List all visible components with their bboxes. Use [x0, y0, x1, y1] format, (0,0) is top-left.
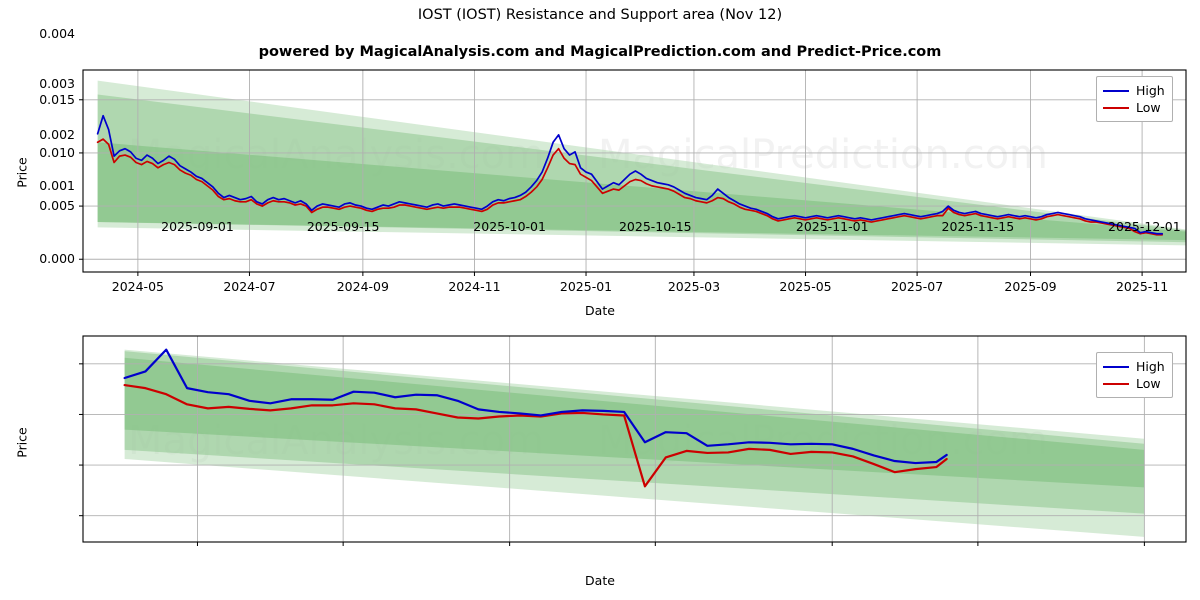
top-x-axis-title: Date	[585, 303, 615, 318]
bottom-y-tick-label: 0.004	[39, 25, 75, 41]
bottom-x-tick-label: 2025-12-01	[1108, 219, 1181, 234]
top-y-tick-label: 0.015	[39, 91, 75, 107]
top-y-tick-label: 0.010	[39, 144, 75, 160]
bottom-y-tick-label: 0.002	[39, 127, 75, 143]
top-x-tick-label: 2024-09	[336, 279, 389, 294]
bottom-x-axis-title: Date	[585, 573, 615, 588]
top-y-tick-label: 0.005	[39, 198, 75, 214]
legend-label: Low	[1136, 376, 1161, 391]
legend-line-swatch-high	[1103, 89, 1129, 92]
bottom-y-tick-label: 0.001	[39, 177, 75, 193]
top-legend-item-low[interactable]: Low	[1103, 99, 1165, 116]
top-x-tick-label: 2025-01	[559, 279, 613, 294]
legend-label: High	[1136, 359, 1165, 374]
top-x-tick-label: 2024-05	[111, 279, 164, 294]
legend-label: High	[1136, 83, 1165, 98]
top-x-tick-label: 2025-03	[667, 279, 721, 294]
top-y-tick-label: 0.000	[39, 251, 75, 267]
bottom-x-tick-label: 2025-09-01	[161, 219, 234, 234]
bottom-y-axis-title: Price	[14, 427, 30, 458]
top-x-tick-label: 2025-11	[1115, 279, 1169, 294]
bottom-chart-legend[interactable]: High Low	[1096, 352, 1173, 398]
bottom-x-tick-label: 2025-09-15	[306, 219, 380, 234]
chart-panel-bottom: MagicalAnalysis.comMagicalPrediction.com…	[0, 26, 1200, 600]
top-x-tick-label: 2025-05	[779, 279, 832, 294]
chart-panel-top: MagicalAnalysis.comMagicalPrediction.com…	[15, 69, 1187, 318]
bottom-y-tick-label: 0.003	[39, 76, 75, 92]
legend-line-swatch-low	[1103, 106, 1129, 109]
top-chart-legend[interactable]: High Low	[1096, 76, 1173, 122]
bottom-x-tick-label: 2025-10-15	[618, 219, 692, 234]
top-x-tick-label: 2025-07	[890, 279, 944, 294]
top-chart-canvas: MagicalAnalysis.comMagicalPrediction.com…	[79, 69, 1187, 276]
top-x-tick-label: 2025-09	[1004, 279, 1057, 294]
bottom-x-tick-label: 2025-11-15	[941, 219, 1015, 234]
page-title: IOST (IOST) Resistance and Support area …	[417, 7, 783, 23]
top-x-tick-label: 2024-11	[448, 279, 501, 294]
page-subtitle: powered by MagicalAnalysis.com and Magic…	[258, 44, 942, 60]
top-legend-item-high[interactable]: High	[1103, 82, 1165, 99]
legend-label: Low	[1136, 100, 1161, 115]
legend-line-swatch-high	[1103, 365, 1129, 368]
top-x-tick-label: 2024-07	[223, 279, 276, 294]
bottom-legend-item-low[interactable]: Low	[1103, 375, 1165, 392]
bottom-x-tick-label: 2025-11-01	[795, 219, 869, 234]
legend-line-swatch-low	[1103, 382, 1129, 385]
bottom-legend-item-high[interactable]: High	[1103, 358, 1165, 375]
bottom-x-tick-label: 2025-10-01	[473, 219, 546, 234]
